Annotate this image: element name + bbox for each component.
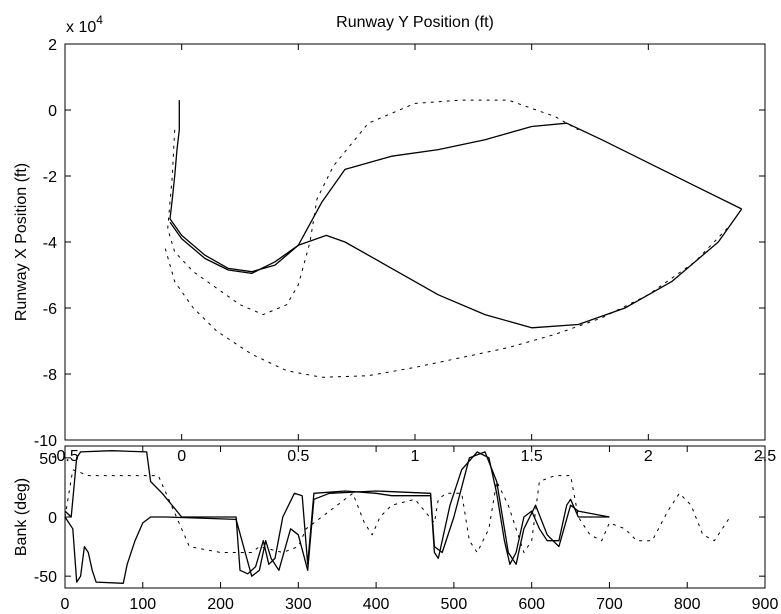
bottom-series-group — [64, 450, 731, 584]
top-y-axis-label: Runway X Position (ft) — [13, 163, 30, 321]
bot-series-3-line — [64, 469, 731, 553]
top-x-tick-label: 1.5 — [521, 448, 543, 465]
bot-x-tick-label: 700 — [596, 596, 623, 613]
top-y-tick-label: -10 — [34, 433, 57, 450]
y-exponent-power: 4 — [96, 13, 103, 27]
top-y-tick-label: -2 — [43, 169, 57, 186]
top-y-tick-label: -4 — [43, 235, 57, 252]
top-x-tick-label: 0 — [177, 448, 186, 465]
bot-x-tick-label: 0 — [61, 596, 70, 613]
bot-y-tick-label: -50 — [34, 569, 57, 586]
y-exponent-base: x 10 — [66, 19, 96, 36]
bot-x-tick-label: 100 — [129, 596, 156, 613]
bot-y-tick-label: 0 — [48, 510, 57, 527]
top-plot-frame — [64, 43, 766, 441]
top-chart-title: Runway Y Position (ft) — [336, 14, 494, 31]
top-x-tick-label: 0.5 — [287, 448, 309, 465]
top-ticks-group: -0.5 0 0.5 1 1.5 2 2.520-2-4-6-8-10 — [34, 37, 776, 465]
bot-x-tick-label: 600 — [518, 596, 545, 613]
top-x-tick-label: 1 — [411, 448, 420, 465]
top-y-tick-label: 0 — [48, 103, 57, 120]
bottom-y-axis-label: Bank (deg) — [13, 478, 30, 556]
top-series-group — [164, 99, 743, 378]
bot-series-2-line — [64, 451, 610, 584]
bot-series-1-line — [64, 450, 610, 575]
bot-x-tick-label: 400 — [363, 596, 390, 613]
bottom-chart-panel: Bank (deg) 0 100 200 300 400 500 600 700 800 9005… — [13, 445, 779, 613]
top-y-tick-label: 2 — [48, 37, 57, 54]
top-series-2-line — [169, 208, 743, 329]
top-series-3-line — [167, 99, 579, 316]
bot-x-tick-label: 500 — [441, 596, 468, 613]
bot-x-tick-label: 200 — [207, 596, 234, 613]
top-chart-panel: Runway Y Position (ft) x 104 Runway X Po… — [13, 13, 776, 465]
top-y-tick-label: -6 — [43, 301, 57, 318]
top-x-tick-label: 2 — [644, 448, 653, 465]
y-exponent-label: x 104 — [66, 13, 103, 36]
top-series-1-line — [169, 100, 742, 273]
bot-y-tick-label: 50 — [39, 451, 57, 468]
bot-x-tick-label: 900 — [752, 596, 779, 613]
bot-x-tick-label: 800 — [674, 596, 701, 613]
bot-x-tick-label: 300 — [285, 596, 312, 613]
bottom-plot-frame — [64, 445, 766, 589]
top-series-4-line — [164, 225, 731, 378]
top-y-tick-label: -8 — [43, 367, 57, 384]
